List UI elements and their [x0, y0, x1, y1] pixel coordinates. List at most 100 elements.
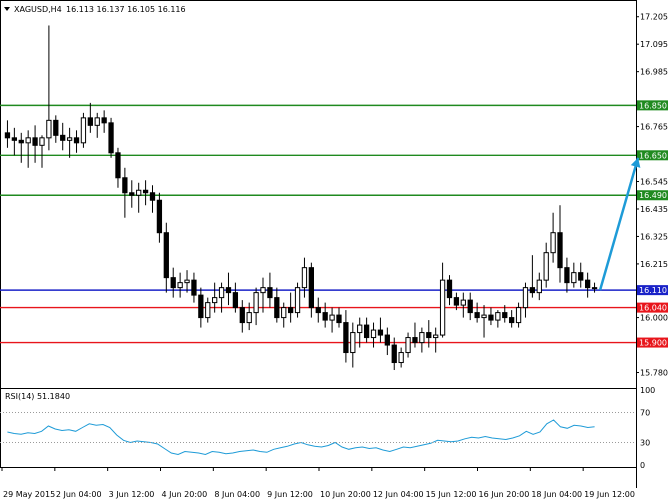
- level-price-tag: [637, 100, 668, 111]
- candle-body-bear: [467, 299, 473, 314]
- price-tick-label: 16.000: [640, 314, 668, 323]
- candle-body-bear: [391, 344, 397, 364]
- time-scale: 29 May 2015 2 Jun 04:00 3 Jun 12:00 4 Jun 2…: [1, 467, 635, 499]
- candle-body-bear: [584, 279, 591, 289]
- candle-body-bear: [4, 132, 11, 139]
- candle-body-bull: [281, 307, 287, 319]
- levels-layer: 16.850 16.650 16.490 16.110 16.040 15.900: [0, 100, 668, 348]
- candle-body-bear: [198, 294, 204, 319]
- candle-body-bull: [370, 329, 377, 339]
- candle-body-bear: [412, 337, 418, 344]
- candle-body-bear: [108, 122, 114, 154]
- candle-body-bear: [446, 279, 453, 299]
- candle-body-bear: [343, 322, 349, 354]
- candle-body-bull: [66, 137, 73, 141]
- candle-body-bear: [232, 292, 239, 309]
- candle-body-bull: [329, 314, 335, 321]
- price-tick-label: 16.325: [640, 232, 668, 241]
- candle-body-bear: [315, 307, 321, 314]
- dropdown-triangle-icon[interactable]: [4, 7, 10, 11]
- candle-body-bear: [488, 314, 494, 321]
- time-tick-label: 16 Jun 20:00: [479, 490, 530, 499]
- arrow-layer: [598, 157, 641, 291]
- candle-body-bull: [184, 279, 190, 284]
- price-tick-label: 15.780: [640, 369, 668, 378]
- time-tick-label: 10 Jun 20:00: [320, 490, 371, 499]
- candle-body-bear: [384, 334, 390, 346]
- candle-body-bear: [73, 137, 80, 144]
- rsi-header: RSI(14) 51.1840: [5, 392, 70, 401]
- candle-body-bear: [101, 117, 107, 124]
- level-price-label: 15.900: [639, 339, 667, 348]
- price-tick-label: 16.435: [640, 205, 668, 214]
- candle-body-bull: [177, 282, 183, 289]
- price-tick-label: 17.205: [640, 13, 668, 22]
- candle-body-bull: [357, 324, 363, 334]
- level-price-label: 16.850: [639, 101, 667, 110]
- candle-body-bear: [274, 297, 280, 319]
- candle-body-bear: [115, 152, 121, 179]
- level-price-tag: [637, 285, 668, 296]
- candle-body-bull: [39, 137, 45, 146]
- projection-arrow-line: [598, 157, 640, 291]
- candle-body-bear: [564, 267, 570, 284]
- rsi-tick-label: 0: [640, 461, 645, 470]
- candle-body-bear: [87, 117, 93, 126]
- rsi-tick-label: 30: [640, 439, 650, 448]
- candle-body-bear: [336, 314, 342, 324]
- candle-body-bull: [433, 334, 439, 339]
- candle-body-bull: [522, 287, 529, 309]
- candle-body-bear: [142, 189, 149, 194]
- price-tick-label: 17.095: [640, 40, 668, 49]
- candle-body-bear: [529, 287, 536, 294]
- candle-body-bull: [301, 267, 308, 289]
- candle-body-bear: [502, 312, 508, 319]
- candle-body-bear: [129, 192, 135, 196]
- candle-body-bear: [225, 287, 232, 294]
- candle-body-bull: [543, 252, 549, 281]
- candle-body-bull: [260, 287, 266, 294]
- candle-body-bear: [322, 312, 328, 321]
- rsi-tick-label: 70: [640, 409, 650, 418]
- candle-body-bull: [536, 279, 542, 294]
- candle-body-bear: [363, 324, 370, 339]
- candle-body-bull: [294, 287, 301, 314]
- time-tick-label: 15 Jun 12:00: [426, 490, 477, 499]
- candle-body-bear: [191, 279, 197, 296]
- projection-arrowhead-icon: [630, 157, 641, 168]
- candle-body-bear: [287, 307, 294, 314]
- candle-body-bear: [474, 312, 480, 319]
- candle-body-bear: [377, 329, 384, 336]
- candle-body-bull: [246, 312, 252, 324]
- candle-body-bear: [18, 139, 24, 144]
- candle-body-bull: [136, 189, 142, 196]
- level-price-label: 16.650: [639, 151, 667, 160]
- candle-body-bear: [11, 137, 18, 141]
- candle-body-bear: [453, 297, 460, 306]
- price-tick-label: 16.215: [640, 260, 668, 269]
- candle-body-bull: [439, 279, 446, 336]
- candle-body-bear: [60, 134, 66, 141]
- level-price-tag: [637, 150, 668, 161]
- time-tick-label: 2 Jun 04:00: [56, 490, 102, 499]
- time-tick-label: 29 May 2015: [3, 490, 55, 499]
- candle-body-bull: [253, 292, 259, 314]
- price-tick-label: 16.545: [640, 178, 668, 187]
- level-price-tag: [637, 302, 668, 313]
- candle-body-bull: [218, 287, 225, 299]
- candle-body-bull: [94, 117, 100, 126]
- level-price-tag: [637, 337, 668, 348]
- candle-body-bear: [53, 119, 59, 136]
- candle-body-bear: [163, 232, 169, 279]
- candle-body-bull: [460, 299, 466, 306]
- candle-body-bear: [239, 307, 245, 324]
- time-tick-label: 18 Jun 04:00: [531, 490, 582, 499]
- candle-body-bear: [557, 232, 563, 269]
- candle-body-bull: [350, 332, 356, 354]
- rsi-layer: [7, 419, 595, 456]
- level-price-tag: [637, 190, 668, 201]
- time-tick-label: 3 Jun 12:00: [109, 490, 155, 499]
- candle-body-bear: [267, 287, 273, 299]
- candle-body-bull: [419, 332, 425, 344]
- candle-body-bear: [122, 177, 128, 194]
